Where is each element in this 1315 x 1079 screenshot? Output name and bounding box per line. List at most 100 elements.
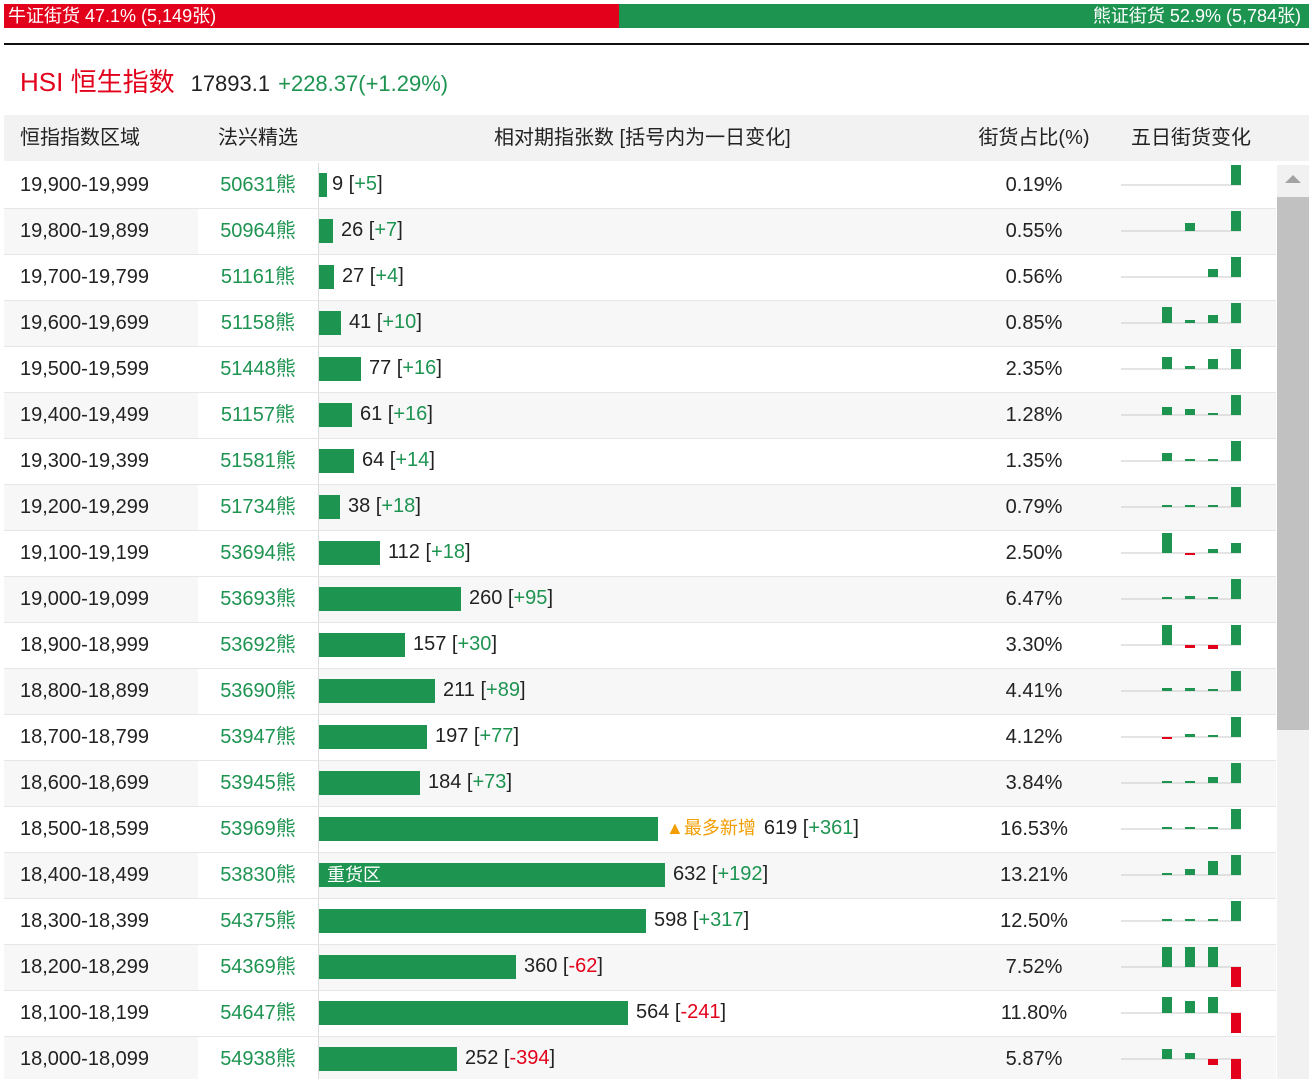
count-bar (319, 173, 327, 197)
warrant-code-link[interactable]: 50964熊 (198, 209, 318, 254)
table-row[interactable]: 18,800-18,899 53690熊 211 [+89] 4.41% (4, 669, 1276, 715)
warrant-code-link[interactable]: 54647熊 (220, 1002, 296, 1024)
table-row[interactable]: 19,200-19,299 51734熊 38 [+18] 0.79% (4, 485, 1276, 531)
warrant-code-link[interactable]: 53945熊 (198, 761, 318, 806)
warrant-code-link[interactable]: 51161熊 (220, 266, 296, 288)
warrant-code-link[interactable]: 51581熊 (220, 450, 296, 472)
five-day-sparkline (1121, 625, 1241, 649)
range-cell: 18,300-18,399 (20, 910, 150, 932)
warrant-code-link[interactable]: 53830熊 (198, 853, 318, 898)
table-row[interactable]: 19,900-19,999 50631熊 9 [+5] 0.19% (4, 163, 1276, 209)
sparkline-bar (1162, 1049, 1172, 1059)
table-row[interactable]: 18,600-18,699 53945熊 184 [+73] 3.84% (4, 761, 1276, 807)
warrant-code-link[interactable]: 51158熊 (198, 301, 318, 346)
count-value: 112 (388, 541, 420, 563)
sparkline-bar (1185, 919, 1195, 921)
warrant-code-link[interactable]: 53690熊 (198, 669, 318, 714)
range-cell: 18,600-18,699 (20, 772, 150, 794)
table-row[interactable]: 19,300-19,399 51581熊 64 [+14] 1.35% (4, 439, 1276, 485)
table-row[interactable]: 18,100-18,199 54647熊 564 [-241] 11.80% (4, 991, 1276, 1037)
day-change-value: +7 (374, 219, 398, 241)
warrant-code-link[interactable]: 53969熊 (220, 818, 296, 840)
sparkline-bar (1162, 625, 1172, 645)
warrant-code-link[interactable]: 51734熊 (198, 485, 318, 530)
day-change-value: +10 (382, 311, 417, 333)
count-bar (319, 1001, 628, 1025)
sparkline-bar (1231, 1059, 1241, 1079)
table-row[interactable]: 18,000-18,099 54938熊 252 [-394] 5.87% (4, 1037, 1276, 1079)
five-day-sparkline (1121, 901, 1241, 922)
warrant-code-link[interactable]: 53692熊 (220, 634, 296, 656)
range-cell: 18,900-18,999 (20, 634, 150, 656)
warrant-table-body[interactable]: 19,900-19,999 50631熊 9 [+5] 0.19% 19,800-19,… (4, 163, 1276, 1079)
share-cell: 0.19% (1005, 174, 1063, 196)
warrant-code-link[interactable]: 53947熊 (220, 726, 296, 748)
sparkline-bar (1231, 543, 1241, 553)
table-row[interactable]: 19,600-19,699 51158熊 41 [+10] 0.85% (4, 301, 1276, 347)
table-row[interactable]: 19,500-19,599 51448熊 77 [+16] 2.35% (4, 347, 1276, 393)
sparkline-bar (1231, 395, 1241, 415)
range-cell: 18,400-18,499 (20, 864, 150, 886)
table-row[interactable]: 18,700-18,799 53947熊 197 [+77] 4.12% (4, 715, 1276, 761)
scrollbar[interactable] (1277, 165, 1309, 1079)
scroll-up-icon[interactable] (1285, 175, 1301, 183)
index-name[interactable]: HSI 恒生指数 (20, 67, 175, 97)
table-row[interactable]: 18,500-18,599 53969熊 ▲最多新增 619 [+361] 16.53% (4, 807, 1276, 853)
warrant-code-link[interactable]: 54375熊 (220, 910, 296, 932)
table-row[interactable]: 19,800-19,899 50964熊 26 [+7] 0.55% (4, 209, 1276, 255)
column-divider (318, 531, 319, 576)
sparkline-bar (1185, 781, 1195, 783)
share-cell: 7.52% (1005, 956, 1063, 978)
column-divider (318, 1037, 319, 1079)
share-cell: 0.55% (1005, 220, 1063, 242)
warrant-code-link[interactable]: 53694熊 (220, 542, 296, 564)
sparkline-bar (1231, 625, 1241, 645)
sparkline-bar (1185, 505, 1195, 507)
sparkline-bar (1208, 315, 1218, 323)
warrant-code-link[interactable]: 54938熊 (198, 1037, 318, 1079)
sparkline-bar (1231, 967, 1241, 987)
count-label: ▲最多新增 619 [+361] (666, 817, 859, 839)
count-label: 632 [+192] (673, 863, 769, 885)
count-value: 157 (413, 633, 447, 655)
table-row[interactable]: 19,000-19,099 53693熊 260 [+95] 6.47% (4, 577, 1276, 623)
sparkline-bar (1185, 366, 1195, 369)
count-bar (319, 311, 341, 335)
warrant-code-link[interactable]: 54369熊 (198, 945, 318, 990)
day-change-value: +16 (402, 357, 437, 379)
sparkline-bar (1208, 827, 1218, 829)
table-row[interactable]: 19,700-19,799 51161熊 27 [+4] 0.56% (4, 255, 1276, 301)
share-cell: 6.47% (1005, 588, 1063, 610)
sparkline-bar (1162, 688, 1172, 691)
day-change-value: +18 (381, 495, 416, 517)
column-divider (318, 393, 319, 438)
scrollbar-thumb[interactable] (1277, 197, 1309, 730)
sparkline-bar (1162, 947, 1172, 967)
header-share: 街货占比(%) (978, 127, 1090, 149)
range-cell: 19,300-19,399 (20, 450, 150, 472)
warrant-code-link[interactable]: 51157熊 (198, 393, 318, 438)
warrant-code-link[interactable]: 50631熊 (220, 174, 296, 196)
sparkline-bar (1231, 579, 1241, 599)
count-bar (319, 449, 354, 473)
warrant-code-link[interactable]: 51448熊 (220, 358, 296, 380)
table-row[interactable]: 18,300-18,399 54375熊 598 [+317] 12.50% (4, 899, 1276, 945)
table-row[interactable]: 18,200-18,299 54369熊 360 [-62] 7.52% (4, 945, 1276, 991)
five-day-sparkline (1121, 809, 1241, 830)
day-change-value: -394 (509, 1047, 550, 1069)
table-row[interactable]: 19,400-19,499 51157熊 61 [+16] 1.28% (4, 393, 1276, 439)
five-day-sparkline (1121, 303, 1241, 324)
sparkline-bar (1162, 307, 1172, 323)
sparkline-bar (1185, 688, 1195, 691)
warrant-code-link[interactable]: 53693熊 (198, 577, 318, 622)
table-row[interactable]: 18,900-18,999 53692熊 157 [+30] 3.30% (4, 623, 1276, 669)
day-change-value: +18 (431, 541, 465, 563)
five-day-sparkline (1121, 395, 1241, 416)
count-value: 632 (673, 863, 707, 885)
count-bar (319, 541, 380, 565)
count-value: 564 (636, 1001, 670, 1023)
table-row[interactable]: 19,100-19,199 53694熊 112 [+18] 2.50% (4, 531, 1276, 577)
sparkline-bar (1185, 320, 1195, 323)
sparkline-bar (1185, 1001, 1195, 1013)
table-row[interactable]: 18,400-18,499 53830熊 重货区 632 [+192] 13.21% (4, 853, 1276, 899)
